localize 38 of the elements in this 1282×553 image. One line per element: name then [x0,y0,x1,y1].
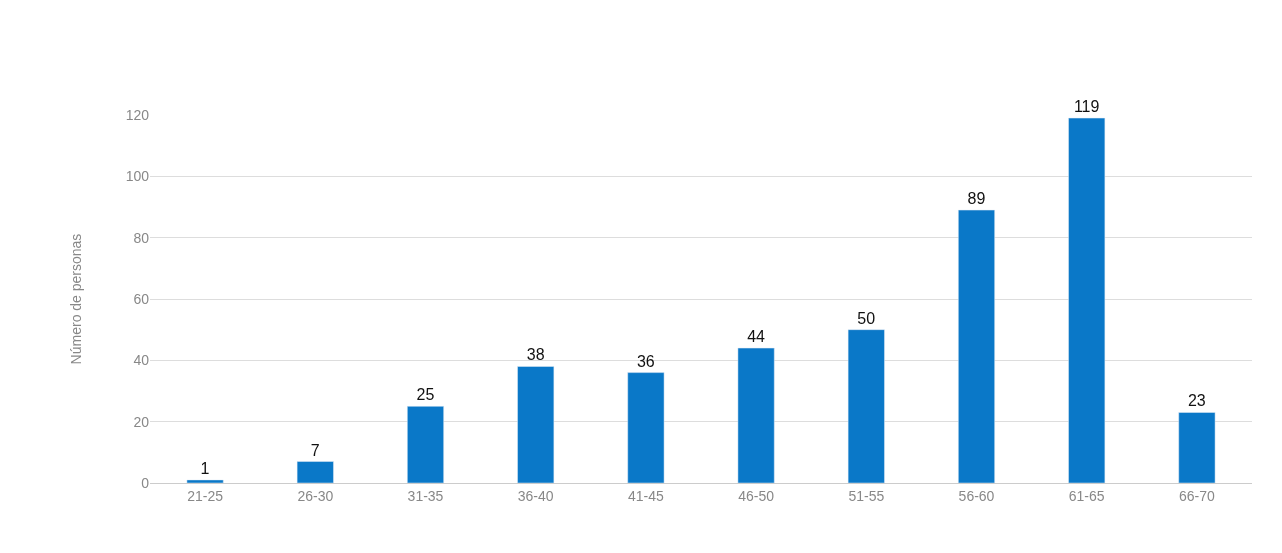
y-tick-label: 20 [133,413,150,430]
data-label: 119 [1073,98,1100,116]
bar [847,329,885,483]
bar [407,406,444,483]
bar [517,366,555,483]
bar [737,347,775,483]
data-label: 7 [310,441,320,459]
x-tick-label: 56-60 [958,487,995,504]
y-tick-label: 80 [133,229,150,246]
y-tick-label: 100 [125,168,150,185]
x-tick-label: 46-50 [738,487,775,504]
data-label: 36 [636,352,655,370]
data-label: 25 [416,386,435,404]
data-label: 44 [747,328,766,346]
x-tick-label: 61-65 [1068,487,1105,504]
x-tick-label: 36-40 [517,487,554,504]
bar [627,372,665,483]
bar [1178,412,1216,483]
data-label: 50 [857,309,876,327]
y-tick-label: 40 [133,352,150,369]
y-tick-label: 60 [133,290,150,307]
bar [296,461,334,483]
y-tick-label: 0 [141,474,150,491]
data-label: 23 [1187,392,1206,410]
x-tick-label: 41-45 [627,487,665,504]
x-tick-label: 31-35 [407,487,444,504]
y-tick-label: 120 [125,106,150,123]
data-label: 89 [967,190,986,208]
x-tick-label: 66-70 [1178,487,1216,504]
x-tick-label: 26-30 [297,487,334,504]
bar [186,479,224,483]
x-tick-label: 21-25 [187,487,224,504]
bar [1068,117,1106,483]
data-label: 38 [526,346,545,364]
data-label: 1 [200,459,210,477]
y-axis-title: Número de personas [68,233,85,365]
x-tick-label: 51-55 [848,487,885,504]
bar [958,209,995,483]
